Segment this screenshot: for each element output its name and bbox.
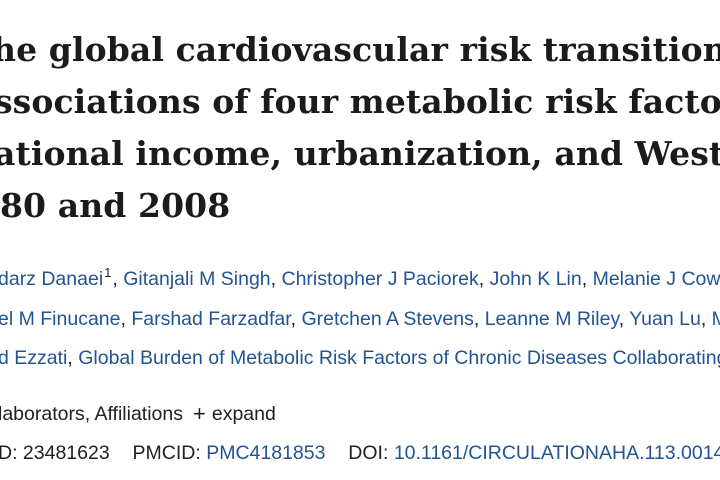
expand-label: expand (211, 403, 276, 425)
title-line-3: ational income, urbanization, and Wester… (0, 134, 720, 173)
author-link[interactable]: Christopher J Paciorek (281, 268, 479, 290)
affiliation-superscript[interactable]: 1 (104, 265, 112, 280)
author-link[interactable]: John K Lin (489, 268, 582, 290)
title-line-2: ssociations of four metabolic risk facto… (0, 82, 720, 121)
author-link[interactable]: Gitanjali M Singh (123, 268, 271, 290)
author-link[interactable]: Melanie J Cowan (592, 268, 720, 290)
pmid-value: 23481623 (22, 442, 110, 464)
doi-label: DOI: (348, 442, 389, 464)
author-link[interactable]: Mayuree R (711, 308, 720, 330)
affiliations-row: laborators, Affiliations + expand (0, 401, 276, 427)
author-link[interactable]: Yuan Lu (629, 308, 701, 330)
title-line-1: he global cardiovascular risk transition… (0, 30, 720, 69)
affiliations-label: laborators, Affiliations (0, 403, 183, 425)
author-link[interactable]: Farshad Farzadfar (131, 308, 291, 330)
author-link[interactable]: d Ezzati (0, 347, 68, 369)
author-link[interactable]: Gretchen A Stevens (301, 308, 474, 330)
author-link[interactable]: el M Finucane (0, 308, 121, 330)
pmcid-label: PMCID: (132, 442, 201, 464)
pmid-label: D: (0, 442, 18, 464)
plus-icon: + (193, 401, 206, 426)
collaborating-group-link[interactable]: Global Burden of Metabolic Risk Factors … (78, 347, 720, 369)
title-line-4: 80 and 2008 (0, 186, 231, 225)
authors-line-2: el M Finucane, Farshad Farzadfar, Gretch… (0, 308, 720, 331)
authors-line-3: d Ezzati, Global Burden of Metabolic Ris… (0, 347, 720, 370)
pmcid-link[interactable]: PMC4181853 (206, 442, 326, 464)
identifiers-row: D: 23481623 PMCID: PMC4181853 DOI: 10.11… (0, 442, 720, 465)
author-link[interactable]: Leanne M Riley (484, 308, 619, 330)
doi-link[interactable]: 10.1161/CIRCULATIONAHA.113.001470 (393, 442, 720, 464)
expand-affiliations-button[interactable]: + expand (183, 401, 276, 426)
author-link[interactable]: darz Danaei (0, 268, 104, 290)
authors-line-1: darz Danaei1, Gitanjali M Singh, Christo… (0, 265, 720, 291)
